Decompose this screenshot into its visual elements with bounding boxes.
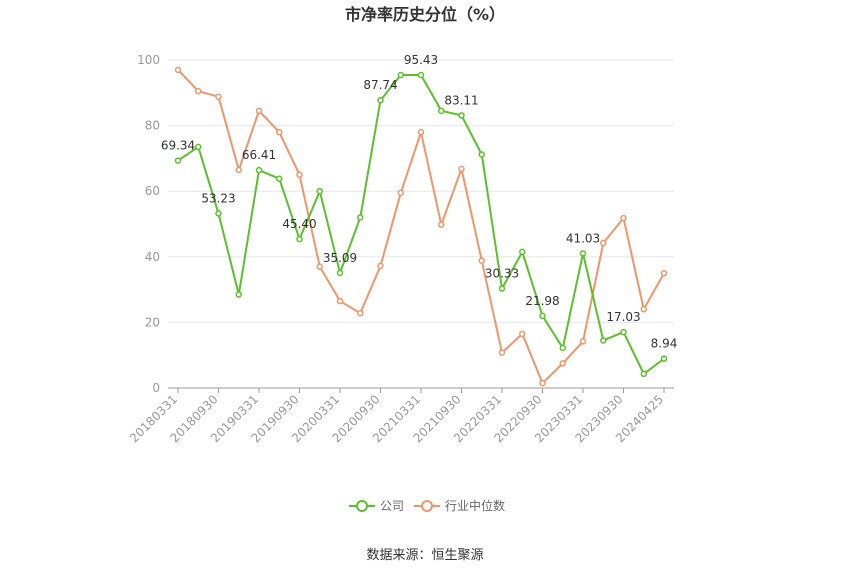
- series-line-0: [177, 74, 665, 375]
- data-point-0: [195, 143, 202, 151]
- data-point-1: [357, 309, 364, 317]
- data-label: 83.11: [444, 93, 478, 107]
- data-point-0: [519, 248, 526, 256]
- data-point-0: [235, 291, 242, 298]
- data-point-0: [579, 250, 587, 257]
- data-point-1: [215, 93, 222, 100]
- y-tick-label: 20: [145, 315, 160, 329]
- data-label: 53.23: [201, 191, 235, 205]
- legend-industry-label: 行业中位数: [445, 498, 505, 513]
- legend[interactable]: 公司 行业中位数: [349, 498, 505, 513]
- data-point-0: [660, 355, 668, 362]
- legend-industry-marker-icon: [421, 500, 433, 512]
- data-point-0: [640, 370, 647, 378]
- data-point-1: [336, 297, 344, 305]
- data-point-0: [438, 107, 445, 115]
- data-point-0: [498, 285, 506, 292]
- data-point-1: [397, 189, 404, 197]
- data-point-0: [397, 71, 404, 79]
- data-point-0: [417, 71, 425, 79]
- data-point-1: [458, 165, 465, 173]
- data-label: 8.94: [651, 337, 678, 351]
- data-point-1: [579, 338, 587, 345]
- legend-company-marker-icon: [356, 500, 368, 512]
- data-label: 17.03: [606, 310, 640, 324]
- data-point-0: [377, 96, 384, 104]
- grid-lines: [168, 59, 674, 323]
- y-tick-label: 60: [145, 184, 160, 198]
- data-point-1: [235, 166, 242, 174]
- data-point-0: [600, 337, 607, 344]
- data-point-1: [640, 306, 647, 313]
- data-label: 41.03: [566, 231, 600, 245]
- data-point-0: [174, 157, 182, 164]
- data-point-1: [276, 128, 283, 136]
- data-point-1: [498, 349, 506, 356]
- data-point-1: [539, 379, 546, 387]
- y-tick-label: 40: [145, 250, 160, 264]
- y-axis: 0 20 40 60 80 100: [137, 53, 160, 395]
- data-label: 87.74: [363, 78, 397, 92]
- chart-title: 市净率历史分位（%）: [345, 5, 505, 24]
- series-line-1: [177, 69, 665, 385]
- data-point-1: [377, 262, 384, 270]
- data-point-1: [600, 239, 607, 247]
- data-point-1: [660, 269, 668, 277]
- data-label: 45.40: [282, 217, 316, 231]
- data-point-0: [276, 175, 283, 182]
- data-label: 35.09: [323, 251, 357, 265]
- data-point-0: [255, 166, 263, 174]
- data-point-1: [255, 107, 263, 115]
- y-tick-label: 0: [152, 381, 160, 395]
- data-point-0: [215, 210, 222, 217]
- y-tick-label: 80: [145, 119, 160, 133]
- legend-company-label: 公司: [380, 499, 404, 513]
- x-axis: [168, 387, 674, 393]
- data-point-0: [458, 112, 465, 119]
- data-point-1: [195, 87, 202, 95]
- data-point-0: [620, 328, 627, 336]
- data-label: 95.43: [404, 53, 438, 67]
- legend-item-company[interactable]: 公司: [349, 499, 404, 513]
- data-point-0: [316, 187, 323, 195]
- data-label: 30.33: [485, 267, 519, 281]
- data-label: 69.34: [161, 139, 195, 153]
- data-point-1: [620, 214, 627, 222]
- data-point-0: [478, 151, 485, 158]
- legend-item-industry-median[interactable]: 行业中位数: [414, 498, 505, 513]
- data-point-0: [559, 344, 566, 352]
- data-point-1: [559, 360, 566, 367]
- data-point-1: [438, 221, 445, 228]
- data-point-1: [316, 263, 323, 270]
- data-point-0: [357, 214, 364, 221]
- data-point-1: [519, 330, 526, 338]
- data-label: 66.41: [242, 148, 276, 162]
- y-tick-label: 100: [137, 53, 160, 67]
- data-label: 21.98: [525, 294, 559, 308]
- data-point-1: [417, 128, 425, 136]
- data-point-1: [296, 171, 303, 179]
- series-layer: [174, 66, 668, 387]
- data-source: 数据来源：恒生聚源: [366, 548, 483, 563]
- data-point-1: [478, 257, 485, 264]
- data-point-0: [296, 235, 303, 243]
- x-tick-labels: 2018033120180930201903312019093020200331…: [127, 392, 666, 445]
- data-point-0: [539, 312, 546, 320]
- data-point-1: [174, 66, 182, 74]
- data-labels: 69.34 53.23 66.41 45.40 35.09 87.74 95.43 83.11…: [161, 53, 678, 351]
- data-point-0: [336, 269, 344, 277]
